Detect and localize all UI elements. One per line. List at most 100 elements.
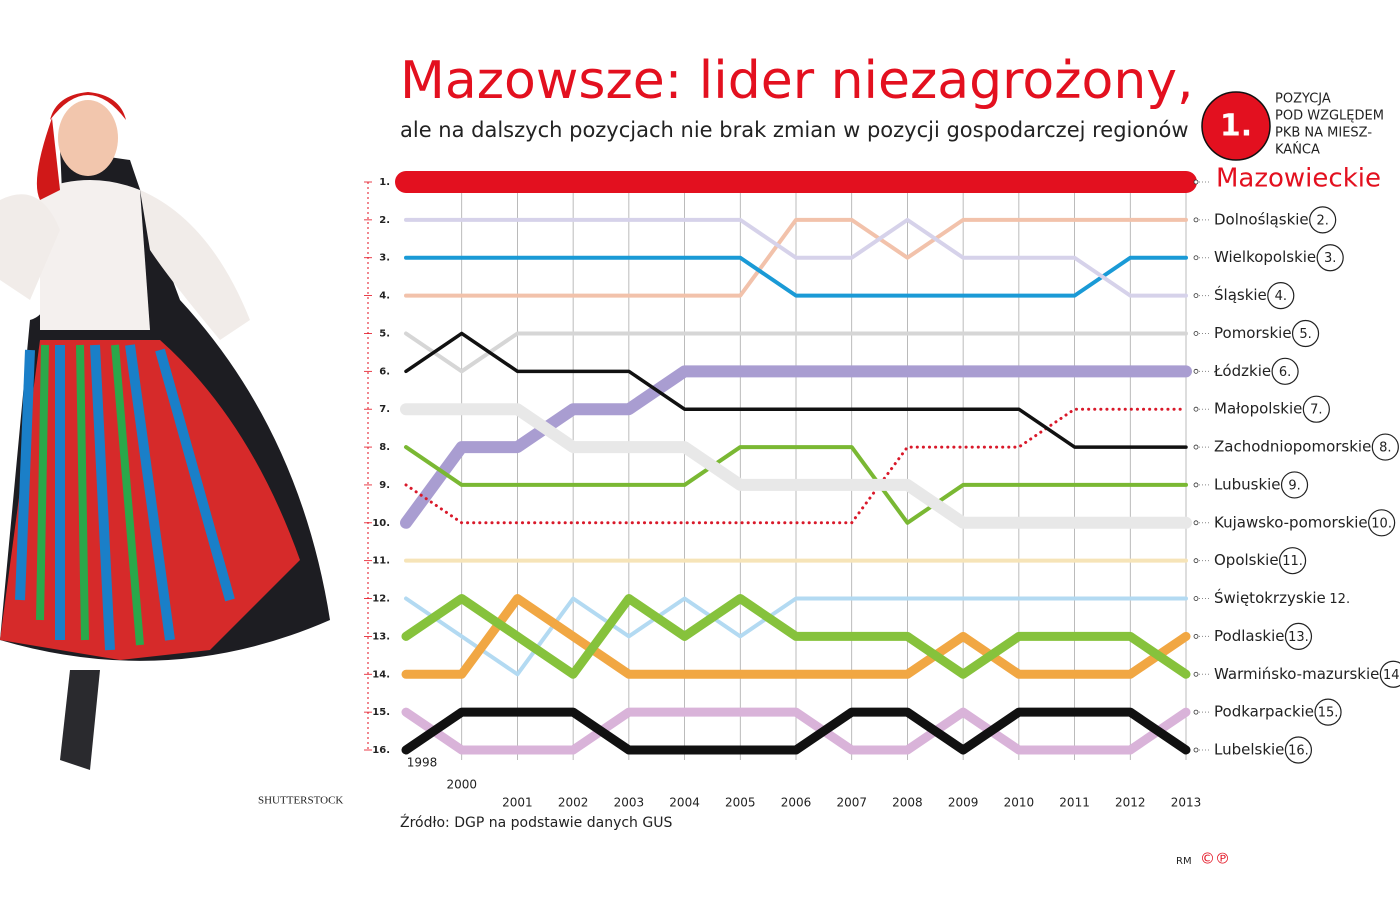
key-text: POZYCJA (1275, 92, 1331, 107)
y-tick-label: 1. (379, 177, 390, 188)
legend-label: Świętokrzyskie (1214, 588, 1326, 607)
series-line (404, 331, 1188, 449)
chart-subtitle: ale na dalszych pozycjach nie brak zmian… (400, 118, 1189, 142)
rank-circle (1284, 736, 1313, 764)
y-tick-label: 3. (379, 253, 390, 264)
y-tick-label: 2. (379, 215, 390, 226)
x-tick-label: 2003 (614, 796, 645, 810)
y-tick-label: 4. (379, 291, 390, 302)
rank-label: 12. (1329, 592, 1350, 607)
legend-label: Łódzkie (1213, 362, 1271, 380)
rank-circle (1271, 357, 1299, 385)
series-line (404, 217, 1188, 298)
rank-label: 3. (1324, 251, 1336, 266)
end-dot (1193, 368, 1199, 374)
legend-label: Zachodniopomorskie (1214, 438, 1371, 456)
rank-label: 4. (1275, 289, 1287, 304)
end-dot (1193, 217, 1199, 223)
rank-circle (1291, 319, 1320, 348)
rank-circle (1267, 282, 1295, 310)
series-line (404, 255, 1188, 298)
end-dot (1193, 179, 1199, 185)
rank-label: 11. (1282, 554, 1303, 569)
rank-circle (1316, 244, 1344, 272)
rank-circle (1278, 547, 1307, 575)
key-text: PKB NA MIESZ- (1275, 126, 1372, 141)
end-dot (1193, 634, 1199, 639)
end-dot (1193, 747, 1199, 753)
rank-label: 16. (1288, 744, 1309, 759)
legend-label: Lubelskie (1214, 741, 1284, 759)
rank-circle (1314, 698, 1342, 726)
series-line (401, 594, 1191, 679)
end-dot (1193, 709, 1199, 715)
rank-label: 14. (1383, 668, 1400, 683)
x-tick-label: 2011 (1059, 796, 1090, 810)
x-tick-label: 2012 (1115, 796, 1146, 810)
end-dot (1193, 444, 1199, 450)
x-tick-label: 2010 (1004, 796, 1035, 810)
legend-label: Podlaskie (1214, 627, 1284, 645)
rank-circle (1368, 509, 1396, 537)
x-tick-label: 2005 (725, 796, 756, 810)
series-line (404, 217, 1188, 298)
legend-label: Warmińsko-mazurskie (1214, 665, 1379, 683)
x-tick-label: 1998 (407, 756, 438, 770)
end-dot (1193, 331, 1199, 336)
legend-label: Wielkopolskie (1214, 248, 1316, 266)
legend-label: Śląskie (1214, 285, 1267, 304)
x-tick-label: 2013 (1171, 796, 1202, 810)
x-tick-label: 2009 (948, 796, 979, 810)
copyright: ©℗ (1200, 850, 1230, 868)
end-dot (1193, 406, 1199, 412)
series-line (401, 707, 1191, 755)
series-line (404, 445, 1188, 525)
end-dot (1193, 255, 1199, 261)
y-tick-label: 6. (379, 366, 390, 377)
end-dot (1193, 671, 1199, 677)
rank-label: 6. (1279, 365, 1291, 380)
key-text: KAŃCA (1275, 142, 1320, 158)
series-line (400, 403, 1192, 529)
rank-label: 7. (1310, 403, 1322, 418)
series-line (404, 407, 1188, 525)
y-tick-label: 10. (372, 518, 390, 529)
end-dot (1193, 520, 1199, 526)
y-tick-label: 7. (379, 404, 390, 415)
rank-circle (1302, 395, 1330, 423)
legend-label: Kujawsko-pomorskie (1214, 513, 1368, 531)
key-text: POD WZGLĘDEM (1275, 109, 1384, 124)
rank-label: 5. (1299, 327, 1311, 342)
x-tick-label: 2008 (892, 796, 923, 810)
y-tick-label: 16. (372, 745, 390, 756)
photo (0, 92, 330, 770)
y-tick-label: 14. (372, 669, 390, 680)
y-tick-label: 9. (379, 480, 390, 491)
legend-label: Podkarpackie (1214, 703, 1314, 721)
x-tick-label: 2002 (558, 796, 589, 810)
legend-label: Opolskie (1214, 551, 1279, 569)
legend-label: Pomorskie (1214, 324, 1292, 342)
end-dot (1193, 558, 1199, 564)
rank-circle (1371, 433, 1399, 461)
rank-label: 9. (1288, 478, 1300, 493)
rank-circle (1379, 660, 1400, 688)
end-dot (1193, 482, 1199, 488)
photo-credit: SHUTTERSTOCK (258, 795, 343, 807)
y-tick-label: 11. (372, 556, 390, 567)
rank-label: 15. (1318, 706, 1339, 721)
y-tick-label: 8. (379, 442, 390, 453)
y-tick-label: 12. (372, 594, 390, 605)
author: RM (1176, 856, 1192, 867)
series-line (400, 365, 1192, 529)
key-badge (1201, 91, 1271, 161)
rank-label: 2. (1316, 213, 1328, 228)
rank-label: 13. (1288, 630, 1309, 645)
y-tick-label: 15. (372, 707, 390, 718)
x-tick-label: 2000 (446, 778, 477, 792)
legend-label: Małopolskie (1214, 400, 1302, 418)
series-line (401, 707, 1191, 755)
rank-circle (1284, 622, 1313, 651)
rank-label: 8. (1379, 441, 1391, 456)
